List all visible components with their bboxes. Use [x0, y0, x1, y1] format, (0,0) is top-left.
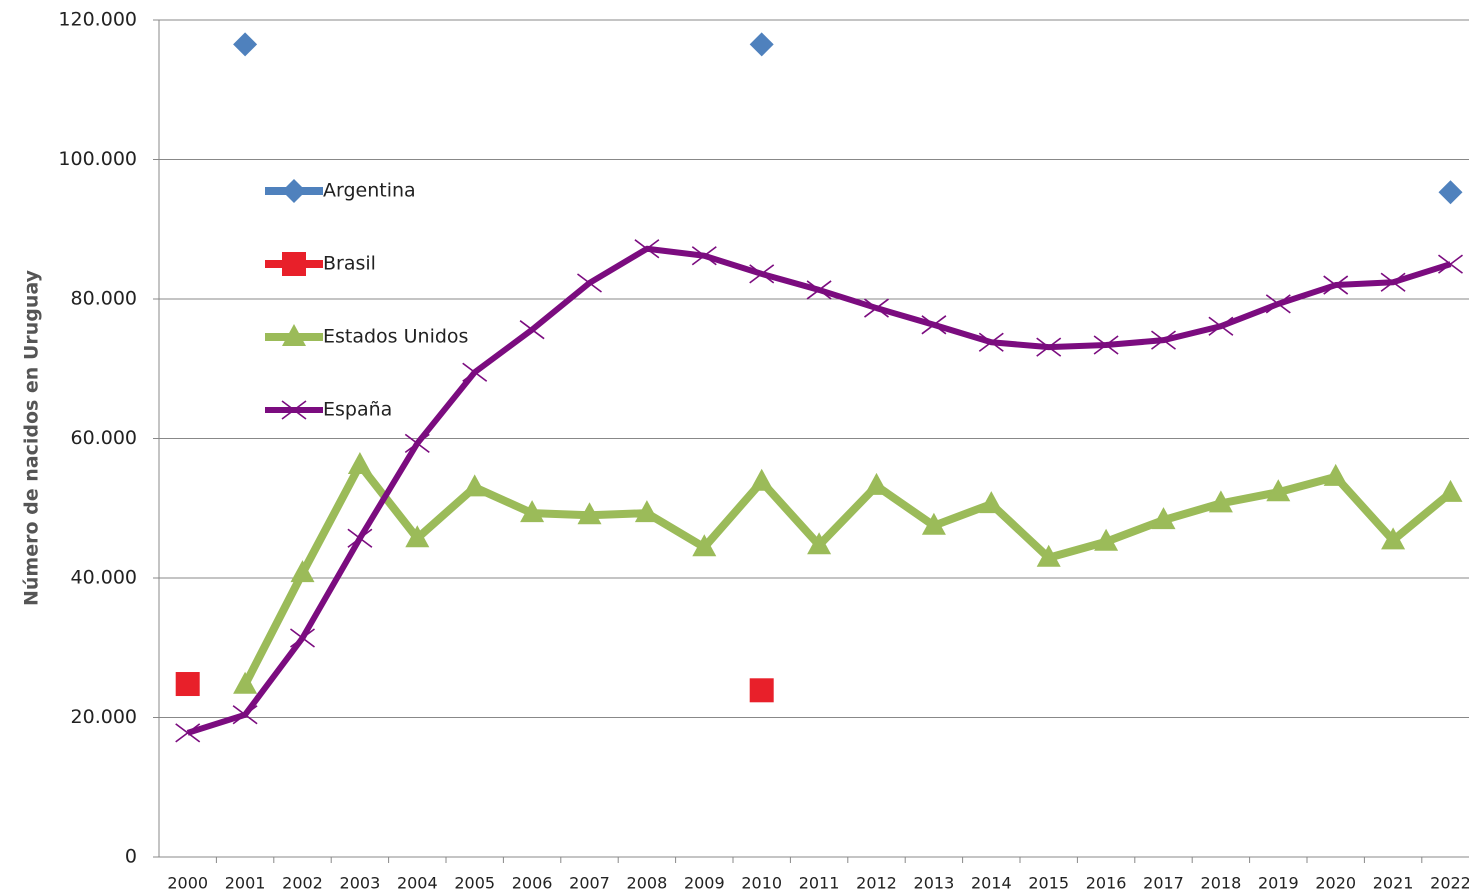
- data-point: [864, 298, 889, 318]
- x-tick-label: 2015: [1028, 874, 1069, 893]
- data-point: [347, 452, 372, 475]
- legend-label: España: [323, 399, 392, 421]
- data-point: [1380, 272, 1406, 292]
- data-point: [1151, 507, 1176, 530]
- data-point: [634, 239, 660, 259]
- data-point: [1093, 335, 1119, 355]
- data-point: [807, 532, 832, 555]
- y-tick-label: 100.000: [58, 148, 137, 170]
- legend-marker: [282, 179, 306, 203]
- data-point: [1438, 479, 1463, 502]
- y-tick-label: 80.000: [71, 288, 137, 310]
- x-tick-label: 2016: [1086, 874, 1127, 893]
- x-tick-label: 2022: [1430, 874, 1469, 893]
- x-tick-label: 2018: [1201, 874, 1242, 893]
- data-point: [290, 560, 315, 583]
- data-point: [749, 32, 774, 57]
- data-point: [1151, 330, 1176, 350]
- legend-label: Argentina: [323, 180, 416, 202]
- data-point: [404, 433, 430, 454]
- x-tick-label: 2019: [1258, 874, 1299, 893]
- y-tick-label: 20.000: [71, 706, 137, 728]
- data-point: [1208, 316, 1234, 336]
- x-tick-label: 2002: [282, 874, 323, 893]
- data-point: [978, 332, 1004, 352]
- data-point: [634, 500, 659, 523]
- data-point: [1438, 254, 1463, 274]
- data-point: [520, 500, 545, 523]
- data-point: [1036, 337, 1062, 357]
- x-tick-label: 2006: [512, 874, 553, 893]
- x-tick-label: 2008: [627, 874, 668, 893]
- x-tick-label: 2009: [684, 874, 725, 893]
- data-point: [979, 491, 1004, 514]
- legend-marker: [282, 324, 306, 346]
- data-point: [921, 512, 946, 535]
- x-tick-label: 2007: [569, 874, 610, 893]
- data-point: [233, 671, 258, 694]
- data-point: [691, 246, 717, 266]
- data-point: [347, 528, 373, 548]
- data-point: [232, 705, 258, 725]
- data-point: [1266, 479, 1291, 502]
- data-point: [921, 315, 947, 335]
- data-point: [233, 32, 258, 57]
- y-tick-label: 60.000: [71, 427, 137, 449]
- x-tick-label: 2004: [397, 874, 438, 893]
- data-point: [749, 468, 774, 491]
- data-point: [692, 534, 717, 557]
- legend-label: Estados Unidos: [323, 326, 468, 348]
- y-axis-label: Número de nacidos en Uruguay: [21, 269, 43, 606]
- data-point: [1381, 527, 1406, 550]
- data-point: [519, 320, 545, 340]
- x-tick-label: 2005: [454, 874, 495, 893]
- legend-marker: [282, 252, 306, 276]
- y-tick-label: 40.000: [71, 567, 137, 589]
- x-tick-label: 2001: [225, 874, 266, 893]
- y-tick-label: 120.000: [58, 9, 137, 31]
- x-tick-label: 2014: [971, 874, 1012, 893]
- x-tick-label: 2013: [914, 874, 955, 893]
- x-tick-label: 2012: [856, 874, 897, 893]
- series-line: [241, 461, 1454, 687]
- x-tick-label: 2010: [741, 874, 782, 893]
- x-tick-label: 2000: [167, 874, 208, 893]
- data-point: [405, 525, 430, 548]
- y-tick-label: 0: [125, 846, 137, 868]
- x-tick-label: 2011: [799, 874, 840, 893]
- data-point: [462, 474, 487, 497]
- data-point: [175, 672, 200, 697]
- data-point: [864, 472, 889, 495]
- x-tick-label: 2003: [340, 874, 381, 893]
- data-point: [290, 628, 315, 648]
- legend-label: Brasil: [323, 253, 376, 275]
- data-point: [1094, 528, 1119, 551]
- data-point: [462, 362, 488, 382]
- data-point: [806, 280, 832, 300]
- data-point: [577, 273, 602, 293]
- data-point: [1036, 544, 1061, 567]
- data-point: [1265, 294, 1291, 314]
- legend-marker: [281, 400, 307, 420]
- x-tick-label: 2020: [1315, 874, 1356, 893]
- data-point: [175, 723, 201, 743]
- data-point: [1208, 490, 1233, 513]
- data-point: [1323, 275, 1349, 295]
- x-tick-label: 2017: [1143, 874, 1184, 893]
- data-point: [1438, 180, 1463, 205]
- data-point: [1323, 463, 1348, 486]
- x-tick-label: 2021: [1373, 874, 1414, 893]
- data-point: [749, 678, 774, 703]
- data-point: [577, 502, 602, 525]
- data-point: [749, 264, 775, 284]
